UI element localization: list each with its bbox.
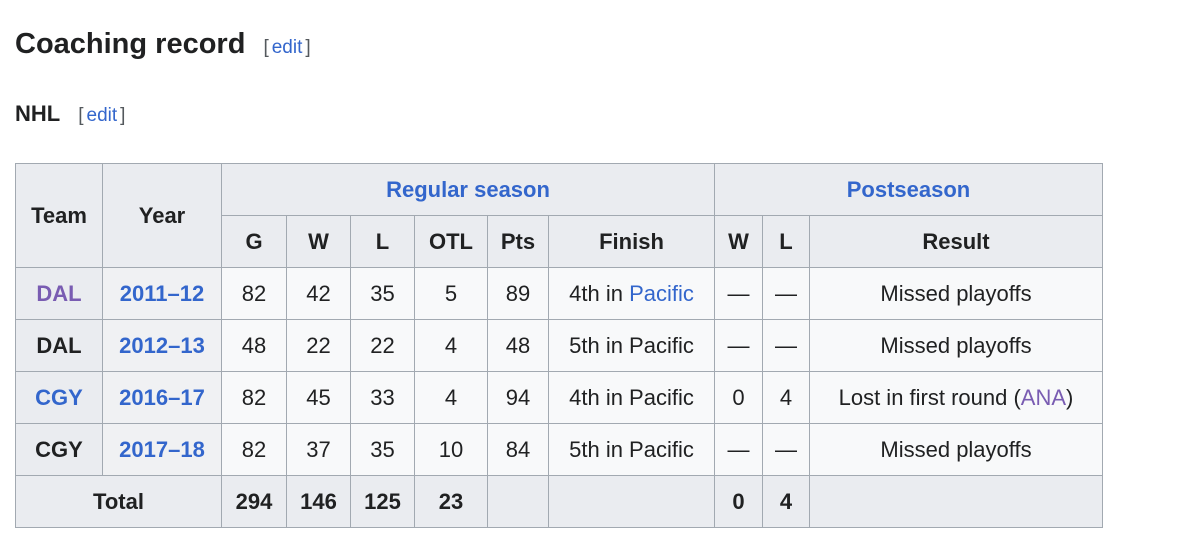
column-header: Finish [548, 215, 715, 268]
edit-link[interactable]: edit [86, 105, 118, 126]
w-cell: 22 [286, 319, 351, 372]
result-cell: Missed playoffs [809, 423, 1103, 476]
g-cell: 82 [221, 371, 287, 424]
subsection-heading: NHL[edit] [15, 101, 126, 126]
team-link[interactable]: DAL [36, 280, 82, 306]
otl-cell: 5 [414, 267, 488, 320]
finish-cell: 4th in Pacific [548, 371, 715, 424]
total-w: 146 [286, 475, 351, 528]
column-header: L [350, 215, 415, 268]
column-header: W [714, 215, 763, 268]
finish-cell: 5th in Pacific [548, 423, 715, 476]
year-cell: 2012–13 [102, 319, 222, 372]
w-cell: 45 [286, 371, 351, 424]
section-heading: Coaching record[edit] [15, 28, 311, 60]
team-cell: CGY [15, 371, 103, 424]
otl-cell: 4 [414, 319, 488, 372]
year-cell: 2017–18 [102, 423, 222, 476]
result-cell: Lost in first round (ANA) [809, 371, 1103, 424]
column-header: OTL [414, 215, 488, 268]
edit-link[interactable]: edit [271, 37, 303, 58]
g-cell: 82 [221, 423, 287, 476]
division-link[interactable]: Pacific [629, 280, 694, 306]
season-link[interactable]: 2017–18 [119, 436, 205, 462]
table-row: DAL 2011–12 82 42 35 5 89 4th in Pacific — —… [15, 267, 1103, 320]
season-link[interactable]: 2011–12 [119, 280, 205, 306]
column-header: L [762, 215, 810, 268]
table-row: DAL 2012–13 48 22 22 4 48 5th in Pacific — —… [15, 319, 1103, 372]
otl-cell: 10 [414, 423, 488, 476]
post-l-cell: — [762, 267, 810, 320]
w-cell: 37 [286, 423, 351, 476]
edit-subsection: [edit] [78, 105, 126, 126]
post-w-cell: — [714, 267, 763, 320]
pts-cell: 48 [487, 319, 549, 372]
post-l-cell: — [762, 319, 810, 372]
opponent-link[interactable]: ANA [1020, 384, 1067, 410]
edit-section: [edit] [263, 37, 311, 58]
column-header: G [221, 215, 287, 268]
total-post-l: 4 [762, 475, 810, 528]
total-l: 125 [350, 475, 415, 528]
total-post-w: 0 [714, 475, 763, 528]
post-w-cell: — [714, 423, 763, 476]
header-team: Team [15, 163, 103, 268]
pts-cell: 84 [487, 423, 549, 476]
g-cell: 82 [221, 267, 287, 320]
result-cell: Missed playoffs [809, 319, 1103, 372]
g-cell: 48 [221, 319, 287, 372]
l-cell: 35 [350, 423, 415, 476]
team-link[interactable]: CGY [35, 384, 83, 410]
year-cell: 2011–12 [102, 267, 222, 320]
total-g: 294 [221, 475, 287, 528]
total-otl: 23 [414, 475, 488, 528]
result-cell: Missed playoffs [809, 267, 1103, 320]
header-postseason: Postseason [714, 163, 1103, 216]
total-label: Total [15, 475, 222, 528]
season-link[interactable]: 2012–13 [119, 332, 205, 358]
finish-cell: 5th in Pacific [548, 319, 715, 372]
post-l-cell: 4 [762, 371, 810, 424]
team-cell: CGY [15, 423, 103, 476]
otl-cell: 4 [414, 371, 488, 424]
year-cell: 2016–17 [102, 371, 222, 424]
team-cell: DAL [15, 319, 103, 372]
column-header: W [286, 215, 351, 268]
l-cell: 22 [350, 319, 415, 372]
w-cell: 42 [286, 267, 351, 320]
post-w-cell: — [714, 319, 763, 372]
column-header: Result [809, 215, 1103, 268]
column-header: Pts [487, 215, 549, 268]
l-cell: 35 [350, 267, 415, 320]
l-cell: 33 [350, 371, 415, 424]
season-link[interactable]: 2016–17 [119, 384, 205, 410]
team-cell: DAL [15, 267, 103, 320]
pts-cell: 89 [487, 267, 549, 320]
pts-cell: 94 [487, 371, 549, 424]
post-l-cell: — [762, 423, 810, 476]
post-w-cell: 0 [714, 371, 763, 424]
header-regular-season: Regular season [221, 163, 715, 216]
table-row: CGY 2017–18 82 37 35 10 84 5th in Pacific — … [15, 423, 1103, 476]
table-row: CGY 2016–17 82 45 33 4 94 4th in Pacific 0 4… [15, 371, 1103, 424]
finish-cell: 4th in Pacific [548, 267, 715, 320]
total-row: Total 294 146 125 23 0 4 [15, 475, 1103, 528]
header-year: Year [102, 163, 222, 268]
